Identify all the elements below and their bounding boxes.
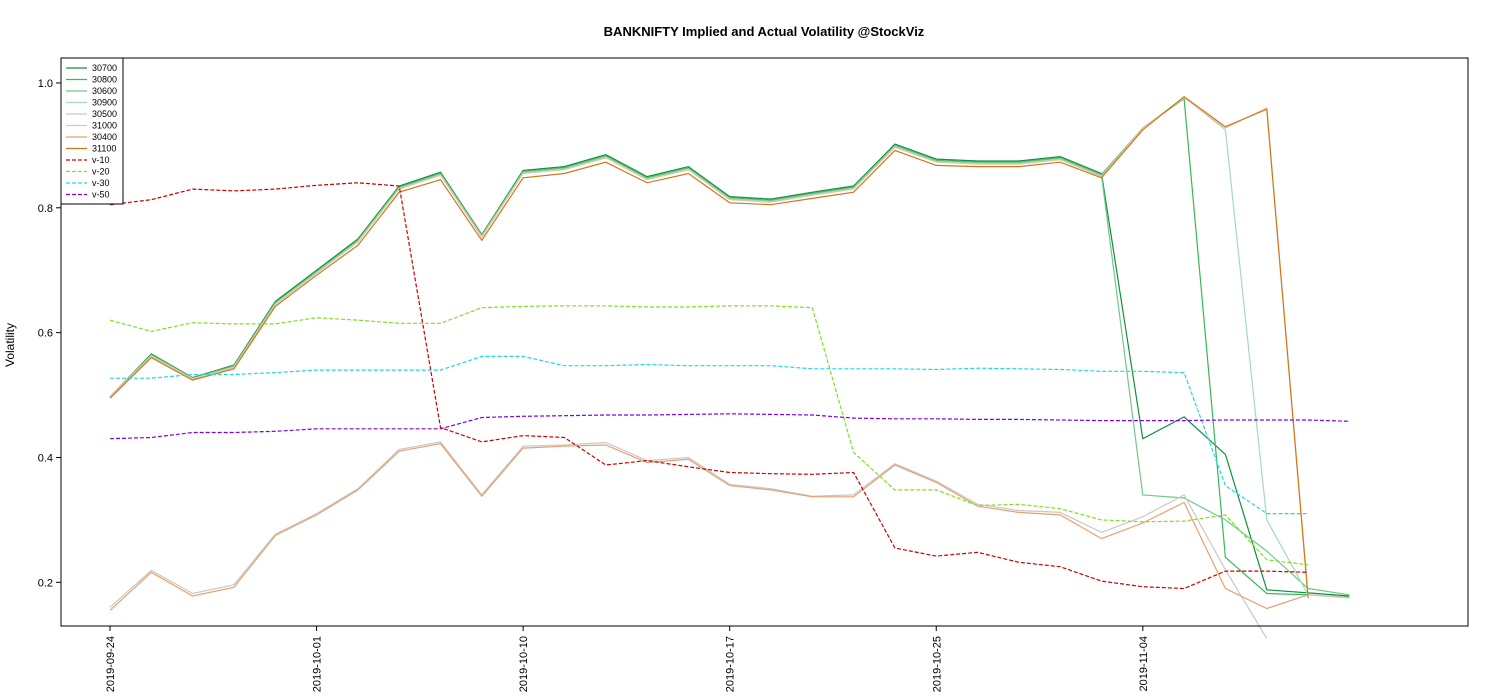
plot-frame	[60, 57, 1469, 627]
y-tick-label-1: 0.4	[38, 452, 53, 464]
x-tick-label-5: 2019-11-04	[1138, 636, 1150, 691]
series-line-30800	[109, 97, 1350, 598]
legend-label-v-50: v-50	[92, 190, 110, 200]
legend-label-30400: 30400	[92, 132, 117, 142]
legend-label-30700: 30700	[92, 63, 117, 73]
series-line-30900	[109, 96, 1350, 599]
y-axis: 0.2 0.4 0.6 0.8 1.0	[38, 78, 61, 589]
legend-label-30900: 30900	[92, 98, 117, 108]
series-line-31000	[109, 97, 1350, 599]
series-line-31100	[109, 95, 1309, 598]
legend-box	[60, 57, 124, 205]
series-line-30500	[109, 441, 1268, 639]
series-line-30400	[109, 443, 1309, 611]
x-tick-label-3: 2019-10-17	[725, 636, 737, 692]
y-axis-label: Volatility	[3, 323, 17, 367]
plot-lines	[109, 95, 1350, 639]
y-tick-label-0: 0.2	[38, 577, 53, 589]
series-line-v-30	[110, 355, 1309, 515]
y-tick-label-4: 1.0	[38, 78, 53, 90]
series-line-30700	[109, 143, 1350, 597]
x-tick-label-0: 2019-09-24	[105, 636, 117, 692]
y-tick-label-2: 0.6	[38, 328, 53, 340]
series-line-v-10	[109, 182, 1309, 590]
series-line-v-50	[109, 413, 1350, 440]
x-axis: 2019-09-24 2019-10-01 2019-10-10 2019-10-17…	[105, 626, 1150, 692]
legend-label-v-10: v-10	[92, 155, 110, 165]
legend-label-30500: 30500	[92, 109, 117, 119]
legend-label-30800: 30800	[92, 75, 117, 85]
legend-label-30600: 30600	[92, 86, 117, 96]
series-line-30600	[109, 145, 1350, 596]
x-tick-label-4: 2019-10-25	[931, 636, 943, 692]
y-tick-label-3: 0.8	[38, 203, 53, 215]
legend-label-31100: 31100	[92, 144, 116, 154]
legend-label-v-20: v-20	[92, 167, 110, 177]
chart-title: BANKNIFTY Implied and Actual Volatility …	[604, 24, 925, 39]
x-tick-label-2: 2019-10-10	[518, 636, 530, 692]
x-tick-label-1: 2019-10-01	[312, 636, 324, 692]
legend-label-v-30: v-30	[92, 178, 110, 188]
legend-label-31000: 31000	[92, 121, 117, 131]
